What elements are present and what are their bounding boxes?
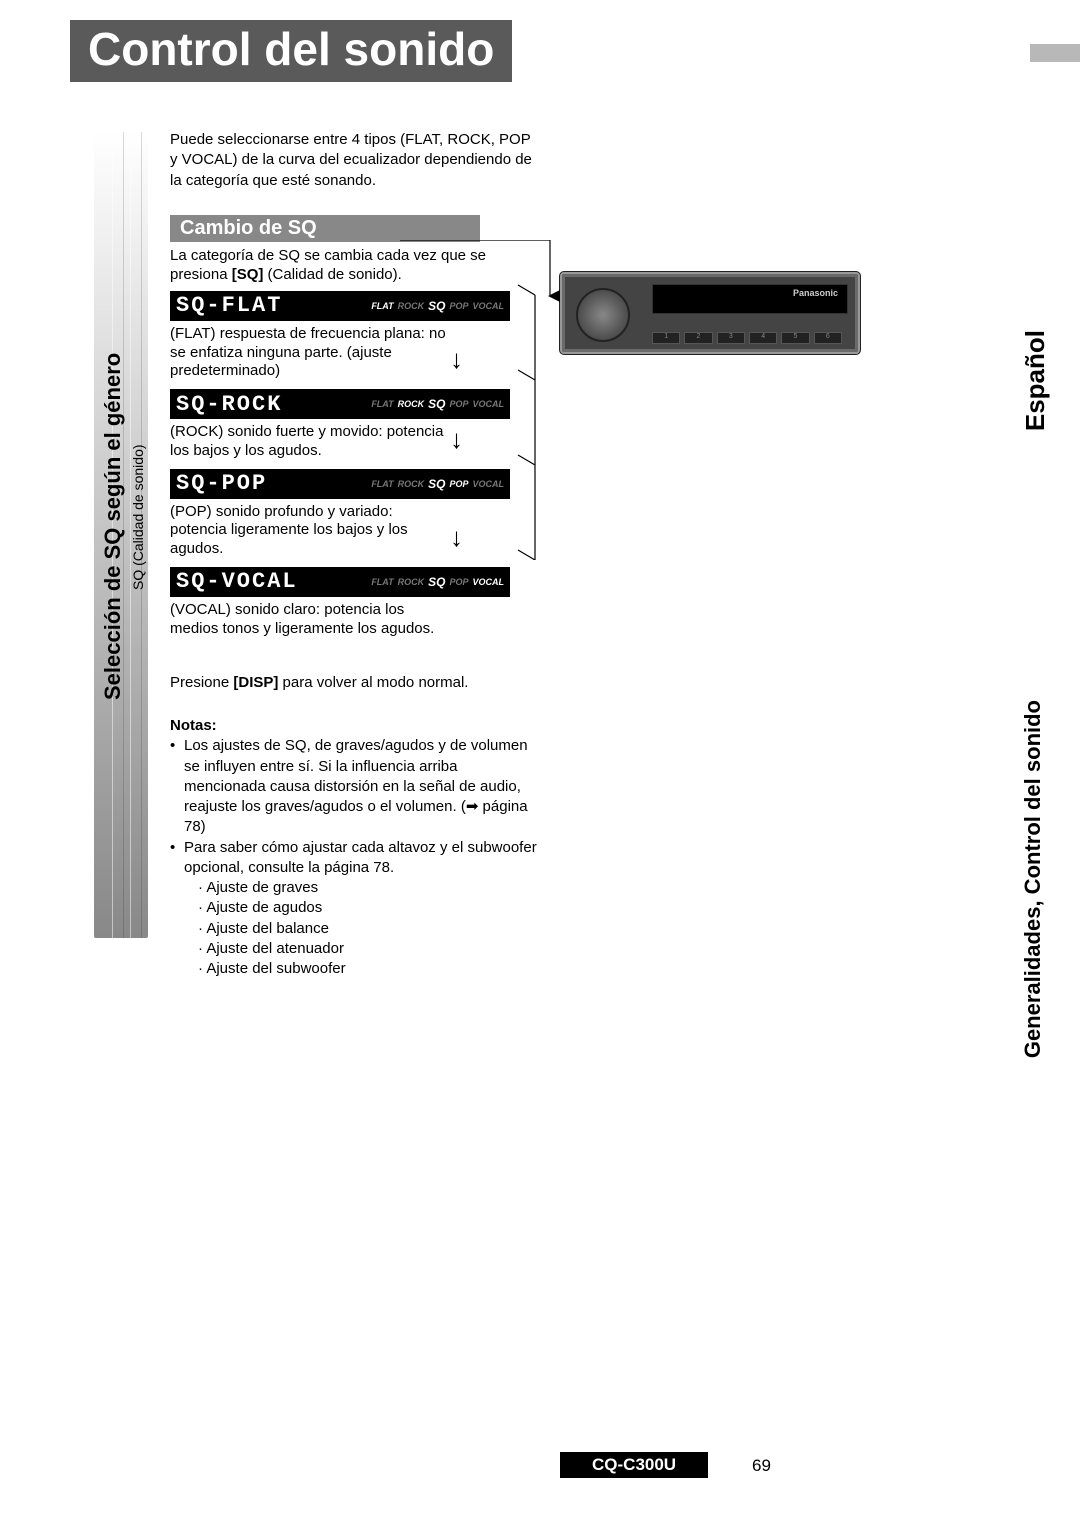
sq-display: SQ-POP FLAT ROCKSQ POP VOCAL	[170, 469, 510, 499]
sq-icon-flat: FLAT	[371, 301, 393, 311]
side-heading-right: Generalidades, Control del sonido	[1020, 700, 1046, 1058]
sq-icon-rock: ROCK	[398, 399, 425, 409]
page-title: Control del sonido	[70, 20, 512, 82]
sq-mode-icons: FLAT ROCKSQ POP VOCAL	[371, 299, 504, 313]
note-subitem: Ajuste del subwoofer	[198, 959, 540, 979]
note-item: Los ajustes de SQ, de graves/agudos y de…	[170, 736, 540, 837]
sq-icon-vocal: VOCAL	[473, 399, 505, 409]
edge-tab	[1030, 44, 1080, 62]
down-arrow-icon: ↓	[450, 522, 463, 553]
press-disp: Presione [DISP] para volver al modo norm…	[170, 674, 540, 691]
radio-preset-button: 5	[781, 332, 809, 344]
down-arrow-icon: ↓	[450, 344, 463, 375]
sq-icon-rock: ROCK	[398, 301, 425, 311]
footer-page-number: 69	[752, 1456, 771, 1476]
sq-display: SQ-ROCK FLAT ROCKSQ POP VOCAL	[170, 389, 510, 419]
sq-icon-rock: ROCK	[398, 577, 425, 587]
note-subitem: Ajuste de graves	[198, 878, 540, 898]
sq-icon-sq: SQ	[428, 477, 445, 491]
sq-icon-vocal: VOCAL	[473, 301, 505, 311]
press-disp-post: para volver al modo normal.	[278, 674, 468, 691]
sq-mode-block: SQ-VOCAL FLAT ROCKSQ POP VOCAL (VOCAL) sonido…	[170, 567, 540, 639]
radio-preset-button: 1	[652, 332, 680, 344]
sq-icon-sq: SQ	[428, 575, 445, 589]
side-subheading-left: SQ (Calidad de sonido)	[130, 444, 146, 590]
note-subitem: Ajuste del balance	[198, 919, 540, 939]
radio-buttons: 123456	[652, 332, 842, 344]
note-subitem: Ajuste del atenuador	[198, 939, 540, 959]
section-header: Cambio de SQ	[170, 215, 480, 242]
sq-mode-name: SQ-POP	[176, 471, 363, 496]
main-content: Puede seleccionarse entre 4 tipos (FLAT,…	[170, 130, 540, 979]
radio-preset-button: 3	[717, 332, 745, 344]
section-desc: La categoría de SQ se cambia cada vez qu…	[170, 246, 540, 285]
radio-preset-button: 6	[814, 332, 842, 344]
side-heading-left: Selección de SQ según el género	[100, 353, 126, 700]
sq-icon-pop: POP	[449, 479, 468, 489]
sq-icon-sq: SQ	[428, 397, 445, 411]
radio-knob	[576, 288, 630, 342]
sq-mode-name: SQ-ROCK	[176, 392, 363, 417]
sq-mode-block: SQ-POP FLAT ROCKSQ POP VOCAL (POP) sonido pro…	[170, 469, 540, 559]
sq-mode-icons: FLAT ROCKSQ POP VOCAL	[371, 575, 504, 589]
sq-icon-pop: POP	[449, 399, 468, 409]
sq-mode-block: SQ-FLAT FLAT ROCKSQ POP VOCAL (FLAT) respuest…	[170, 291, 540, 381]
press-disp-pre: Presione	[170, 674, 233, 691]
sq-icon-vocal: VOCAL	[473, 577, 505, 587]
sq-mode-desc: (VOCAL) sonido claro: potencia los medio…	[170, 601, 450, 639]
notes-header: Notas:	[170, 717, 540, 734]
footer-model: CQ-C300U	[560, 1452, 708, 1478]
sq-mode-name: SQ-VOCAL	[176, 569, 363, 594]
sq-icon-flat: FLAT	[371, 577, 393, 587]
sq-icon-pop: POP	[449, 577, 468, 587]
sq-mode-icons: FLAT ROCKSQ POP VOCAL	[371, 397, 504, 411]
sq-mode-desc: (POP) sonido profundo y variado: potenci…	[170, 503, 450, 559]
sq-mode-icons: FLAT ROCKSQ POP VOCAL	[371, 477, 504, 491]
sq-display: SQ-VOCAL FLAT ROCKSQ POP VOCAL	[170, 567, 510, 597]
callout-arrow-icon	[548, 290, 560, 302]
radio-preset-button: 2	[684, 332, 712, 344]
sq-icon-vocal: VOCAL	[473, 479, 505, 489]
radio-preset-button: 4	[749, 332, 777, 344]
radio-unit-illustration: Panasonic 123456	[560, 272, 860, 354]
sq-mode-name: SQ-FLAT	[176, 293, 363, 318]
side-language: Español	[1020, 330, 1051, 431]
down-arrow-icon: ↓	[450, 424, 463, 455]
sq-mode-desc: (ROCK) sonido fuerte y movido: potencia …	[170, 423, 450, 461]
sq-icon-sq: SQ	[428, 299, 445, 313]
section-desc-post: (Calidad de sonido).	[263, 266, 401, 283]
notes-list: Los ajustes de SQ, de graves/agudos y de…	[170, 736, 540, 979]
note-subitem: Ajuste de agudos	[198, 898, 540, 918]
sq-display: SQ-FLAT FLAT ROCKSQ POP VOCAL	[170, 291, 510, 321]
section-desc-bold: [SQ]	[232, 266, 264, 283]
note-sublist: Ajuste de gravesAjuste de agudosAjuste d…	[184, 878, 540, 979]
sq-icon-flat: FLAT	[371, 479, 393, 489]
sq-mode-desc: (FLAT) respuesta de frecuencia plana: no…	[170, 325, 450, 381]
note-item: Para saber cómo ajustar cada altavoz y e…	[170, 838, 540, 980]
sq-icon-pop: POP	[449, 301, 468, 311]
sq-icon-rock: ROCK	[398, 479, 425, 489]
sq-mode-block: SQ-ROCK FLAT ROCKSQ POP VOCAL (ROCK) sonido f…	[170, 389, 540, 461]
sq-icon-flat: FLAT	[371, 399, 393, 409]
press-disp-bold: [DISP]	[233, 674, 278, 691]
radio-brand: Panasonic	[793, 288, 838, 298]
intro-text: Puede seleccionarse entre 4 tipos (FLAT,…	[170, 130, 540, 191]
